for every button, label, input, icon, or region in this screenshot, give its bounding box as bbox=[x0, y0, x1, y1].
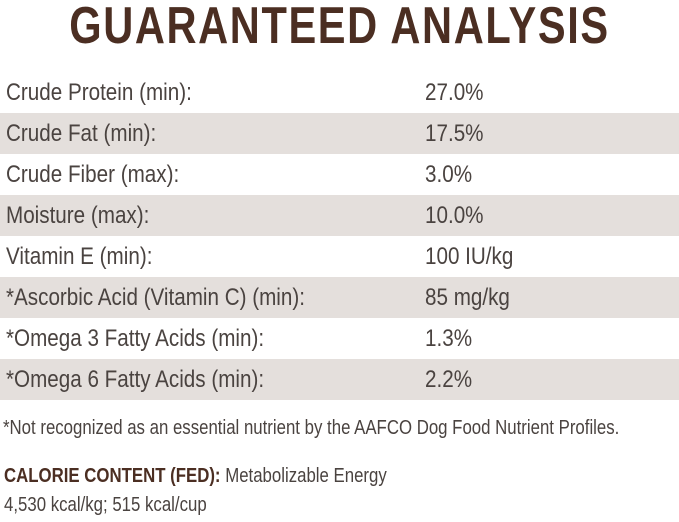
row-label: *Omega 3 Fatty Acids (min): bbox=[6, 324, 265, 352]
row-value: 10.0% bbox=[425, 201, 484, 229]
table-row: Crude Fat (min): 17.5% bbox=[0, 113, 679, 154]
calorie-heading: CALORIE CONTENT (FED): bbox=[4, 465, 221, 487]
table-row: Vitamin E (min): 100 IU/kg bbox=[0, 236, 679, 277]
row-value: 85 mg/kg bbox=[425, 283, 510, 311]
table-row: Moisture (max): 10.0% bbox=[0, 195, 679, 236]
row-label: *Ascorbic Acid (Vitamin C) (min): bbox=[6, 283, 305, 311]
table-row: Crude Protein (min): 27.0% bbox=[0, 72, 679, 113]
calorie-values: 4,530 kcal/kg; 515 kcal/cup bbox=[4, 494, 207, 516]
row-label: Crude Fiber (max): bbox=[6, 160, 180, 188]
row-value: 17.5% bbox=[425, 119, 484, 147]
page-title: GUARANTEED ANALYSIS bbox=[69, 0, 610, 55]
row-label: Crude Protein (min): bbox=[6, 78, 192, 106]
table-row: *Omega 6 Fatty Acids (min): 2.2% bbox=[0, 359, 679, 400]
calorie-content: CALORIE CONTENT (FED): Metabolizable Ene… bbox=[4, 462, 387, 520]
row-value: 3.0% bbox=[425, 160, 473, 188]
row-value: 2.2% bbox=[425, 365, 473, 393]
row-value: 27.0% bbox=[425, 78, 484, 106]
footnote: *Not recognized as an essential nutrient… bbox=[3, 417, 620, 439]
row-value: 1.3% bbox=[425, 324, 473, 352]
table-row: Crude Fiber (max): 3.0% bbox=[0, 154, 679, 195]
row-label: Moisture (max): bbox=[6, 201, 150, 229]
calorie-text: Metabolizable Energy bbox=[225, 465, 387, 487]
row-value: 100 IU/kg bbox=[425, 242, 514, 270]
table-row: *Omega 3 Fatty Acids (min): 1.3% bbox=[0, 318, 679, 359]
row-label: Vitamin E (min): bbox=[6, 242, 153, 270]
row-label: Crude Fat (min): bbox=[6, 119, 157, 147]
row-label: *Omega 6 Fatty Acids (min): bbox=[6, 365, 265, 393]
analysis-table: Crude Protein (min): 27.0% Crude Fat (min… bbox=[0, 72, 679, 400]
table-row: *Ascorbic Acid (Vitamin C) (min): 85 mg/k… bbox=[0, 277, 679, 318]
